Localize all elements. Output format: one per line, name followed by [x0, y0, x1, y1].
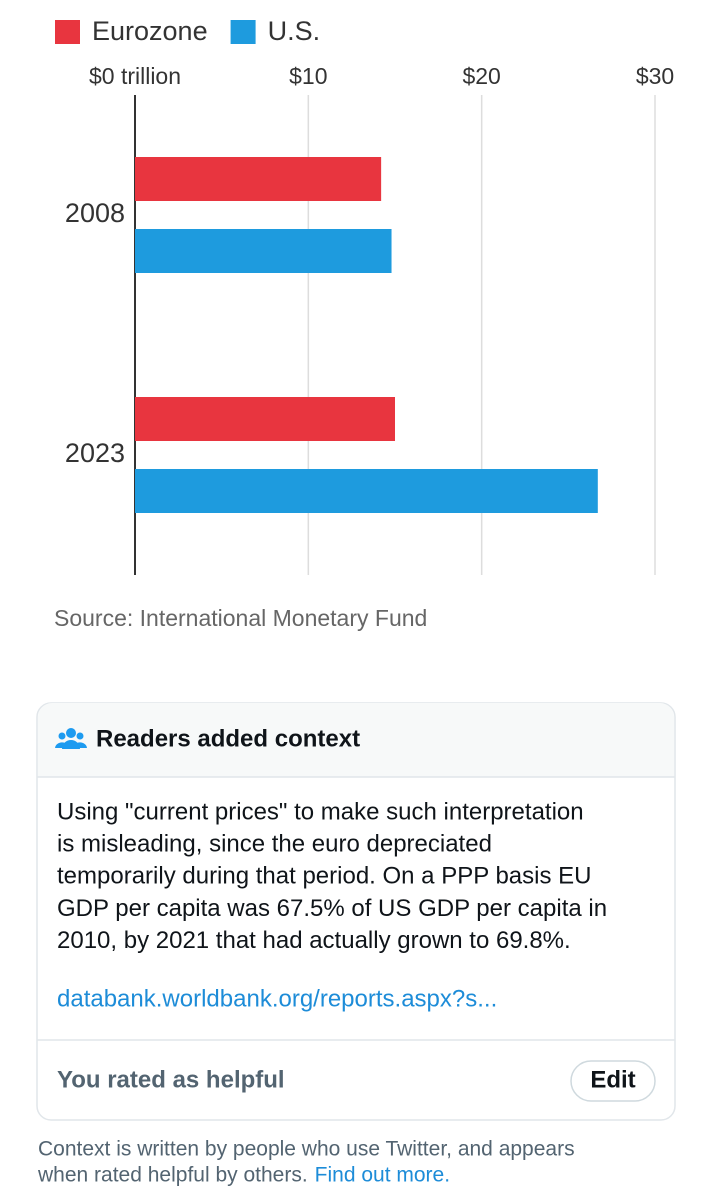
legend-label: U.S.	[268, 16, 321, 46]
card-header-bg	[38, 703, 674, 777]
x-tick-label: $30	[636, 63, 674, 89]
footer-link[interactable]: Find out more.	[315, 1164, 450, 1187]
rating: You rated as helpful	[57, 1066, 285, 1093]
bar	[135, 157, 382, 201]
people-icon	[55, 728, 87, 749]
legend-swatch	[55, 20, 80, 44]
source: Source: International Monetary Fund	[54, 605, 427, 631]
body-line: is misleading, since the euro depreciate…	[57, 831, 492, 858]
edit-button[interactable]	[570, 1060, 656, 1102]
chart: Eurozone U.S. $0 trillion $10 $20 $30 2008 2023	[55, 16, 674, 575]
legend-label: Eurozone	[92, 16, 208, 46]
bar	[135, 229, 392, 273]
body-line: Using "current prices" to make such inte…	[57, 798, 584, 825]
bar	[135, 469, 598, 513]
footer-line: Context is written by people who use Twi…	[38, 1138, 575, 1161]
x-tick-label: $10	[289, 63, 327, 89]
y-tick-label: 2023	[65, 438, 125, 468]
context-note: Readers added context Using "current pri…	[36, 702, 676, 1121]
body-line: temporarily during that period. On a PPP…	[57, 863, 592, 890]
legend-swatch	[230, 20, 256, 44]
body-line: GDP per capita was 67.5% of US GDP per c…	[57, 895, 607, 922]
card-body: Using "current prices" to make such inte…	[57, 798, 607, 954]
footer: Context is written by people who use Twi…	[37, 1138, 575, 1187]
bar	[135, 397, 395, 441]
x-tick-label: $0 trillion	[89, 63, 181, 89]
body-line: 2010, by 2021 that had actually grown to…	[57, 927, 571, 954]
x-tick-label: $20	[462, 63, 500, 89]
footer-line: when rated helpful by others.	[37, 1164, 308, 1187]
edit-button-label[interactable]: Edit	[590, 1066, 635, 1093]
card-heading: Readers added context	[96, 725, 360, 752]
source-link[interactable]: databank.worldbank.org/reports.aspx?s...	[57, 985, 497, 1012]
y-tick-label: 2008	[65, 198, 125, 228]
